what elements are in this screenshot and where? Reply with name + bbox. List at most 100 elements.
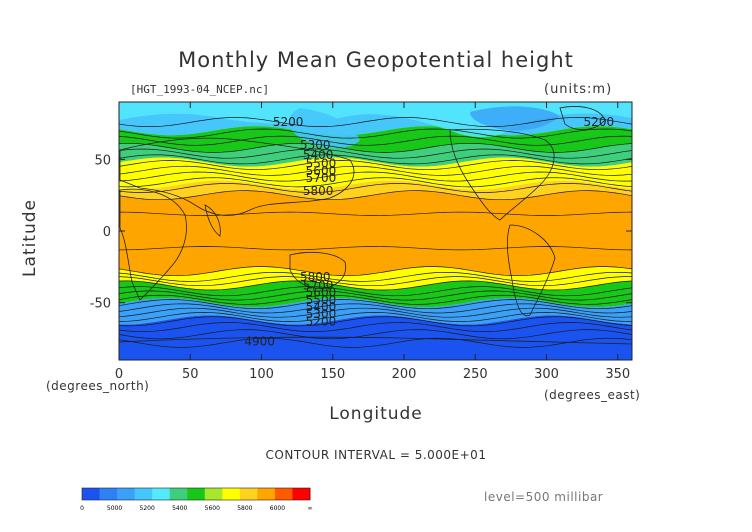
contour-line [119,280,632,291]
contour-labels-layer: 5200 520053005400550056005700580058005700… [244,115,614,348]
colorbar-swatch [204,488,223,500]
contour-label: 5300 [300,138,331,152]
contour-line [119,337,632,348]
band-7 [119,280,632,308]
colorbar-label: 5600 [205,505,220,512]
y-tick-label: -50 [90,297,111,312]
contour-line [119,177,632,188]
contour-line [119,211,632,216]
contour-line [119,307,632,318]
band-4 [119,180,632,200]
colorbar-swatch [152,488,171,500]
contour-label: 5200 [273,115,304,129]
contour-line [119,299,632,310]
continent-eurasia [119,137,355,216]
contour-label: 5200 [306,314,337,328]
colorbar-swatch [239,488,258,500]
band-3 [119,157,632,190]
contour-line [119,316,632,327]
bands-layer [119,102,632,360]
contour-line [119,286,632,297]
arctic-low-lobe [470,106,560,131]
colorbar-swatch [169,488,188,500]
contour-line [119,312,632,322]
colorbar-swatch [187,488,206,500]
contour-label: 5700 [303,278,334,292]
contour-line [119,160,632,171]
y-axis-label: Latitude [20,199,40,277]
contour-line [119,322,632,332]
units-label: (units:m) [544,82,613,97]
colorbar: 0 5000 5200 5400 5600 5800 6000 ∞ [80,487,313,512]
chart-title: Monthly Mean Geopotential height [178,48,574,72]
x-axis-label: Longitude [329,404,423,424]
file-name: [HGT_1993-04_NCEP.nc] [130,83,270,96]
x-tick-label: 250 [463,367,488,382]
band-1 [119,126,632,153]
colorbar-frame [81,487,311,501]
x-tick-label: 0 [115,367,123,382]
contour-line [119,171,632,182]
contour-line [119,271,632,282]
colorbar-swatch [274,488,293,500]
contour-label: 5600 [306,164,337,178]
contour-label: 5300 [306,307,337,321]
colorbar-label: ∞ [308,505,313,512]
contour-label: 5500 [306,293,337,307]
y-unit-label: (degrees_north) [46,379,150,393]
continent-india [204,204,221,237]
level-label: level=500 millibar [484,490,604,504]
contour-interval: CONTOUR INTERVAL = 5.000E+01 [265,448,487,462]
ticks-layer: 0 50 100 150 200 250 300 350 50 0 -50 [90,102,632,382]
contour-line [119,266,632,277]
band-2 [119,143,632,167]
x-tick-label: 100 [249,367,274,382]
contour-line [119,128,632,139]
contour-line [119,117,632,127]
contour-line [119,135,632,146]
x-unit-label: (degrees_east) [544,388,641,402]
continent-south-america [506,224,556,317]
contour-line [119,165,632,176]
contour-label: 5800 [300,270,331,284]
y-tick-label: 0 [103,225,111,240]
x-tick-label: 200 [392,367,417,382]
contour-label: 5400 [303,148,334,162]
contour-label: 5700 [306,171,337,185]
contour-line [119,290,632,301]
contour-line [119,303,632,314]
colorbar-label: 5200 [140,505,155,512]
continent-north-america [449,128,555,221]
contour-label: 5400 [306,300,337,314]
contour-line [119,246,632,251]
colorbar-label: 0 [80,505,84,512]
x-tick-label: 300 [534,367,559,382]
contour-line [119,276,632,287]
colorbar-swatch [134,488,153,500]
contour-line [119,154,632,165]
band-5 [119,190,632,276]
colorbar-swatch [117,488,136,500]
contour-label: 5200 [584,115,615,129]
contour-label: 5800 [303,184,334,198]
colorbar-swatch [292,488,311,500]
x-tick-label: 150 [320,367,345,382]
x-tick-label: 350 [605,367,630,382]
contour-label: 5600 [306,286,337,300]
colorbar-swatch [257,488,276,500]
y-tick-label: 50 [94,153,111,168]
colorbar-swatch [99,488,118,500]
contour-line [119,142,632,153]
contour-line [119,183,632,193]
colorbar-label: 5800 [237,505,252,512]
colorbar-label: 6000 [270,505,285,512]
overlay-layer [119,102,632,345]
continent-africa [119,188,187,301]
contour-line [119,294,632,305]
contour-label: 5500 [306,157,337,171]
x-tick-label: 50 [182,367,199,382]
colorbar-label: 5400 [172,505,187,512]
colorbar-swatch [82,488,101,500]
